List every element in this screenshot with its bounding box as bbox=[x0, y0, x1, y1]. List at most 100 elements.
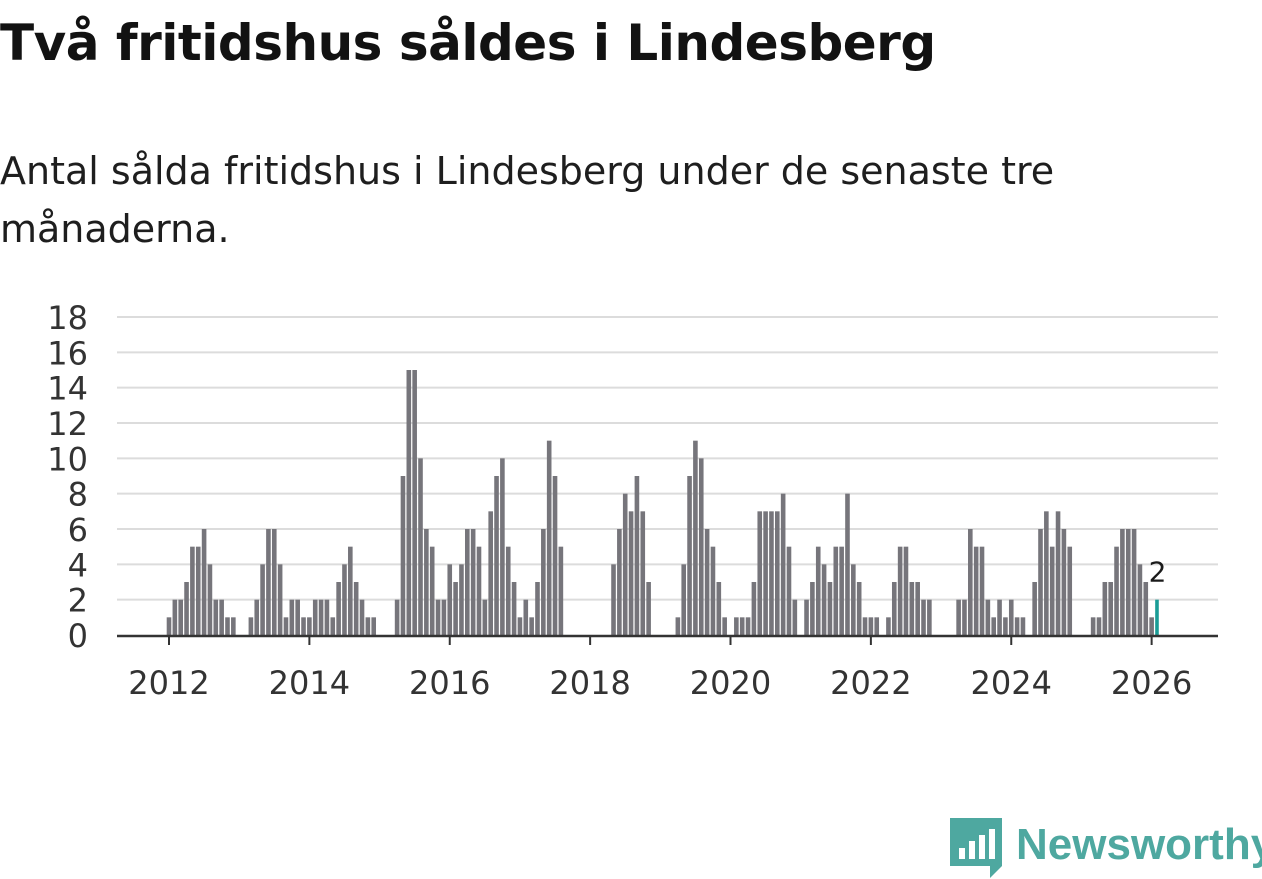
bar bbox=[1003, 617, 1008, 635]
bar bbox=[453, 582, 458, 635]
x-tick-label: 2018 bbox=[549, 664, 630, 702]
bar bbox=[903, 546, 909, 635]
bar bbox=[617, 529, 622, 635]
bar bbox=[734, 617, 739, 635]
bar bbox=[909, 582, 915, 635]
bar bbox=[891, 582, 897, 635]
bar bbox=[862, 617, 868, 635]
bar bbox=[775, 511, 780, 635]
bar bbox=[962, 599, 967, 635]
x-tick-label: 2020 bbox=[690, 664, 771, 702]
bar bbox=[874, 617, 880, 635]
y-tick-label: 14 bbox=[47, 370, 88, 408]
y-tick-label: 4 bbox=[68, 546, 88, 584]
bar bbox=[295, 599, 300, 635]
x-tick-label: 2016 bbox=[409, 664, 490, 702]
bar bbox=[1120, 529, 1125, 635]
bar bbox=[927, 599, 932, 635]
bar bbox=[815, 546, 821, 635]
bar bbox=[231, 617, 236, 635]
bar bbox=[201, 529, 207, 635]
bar bbox=[611, 564, 616, 635]
bar bbox=[195, 546, 201, 635]
y-tick-label: 18 bbox=[47, 299, 88, 337]
bar bbox=[956, 599, 961, 635]
bar bbox=[821, 564, 827, 635]
bar bbox=[1055, 511, 1061, 635]
bar bbox=[810, 582, 815, 635]
bar bbox=[681, 564, 687, 635]
bar bbox=[1067, 546, 1073, 635]
y-tick-label: 0 bbox=[68, 617, 88, 655]
bar bbox=[704, 529, 710, 635]
bar bbox=[1049, 546, 1055, 635]
bar bbox=[991, 617, 997, 635]
bar bbox=[921, 599, 926, 635]
bar bbox=[897, 546, 903, 635]
bar bbox=[476, 546, 482, 635]
bar bbox=[1096, 617, 1102, 635]
bar bbox=[552, 476, 558, 635]
bar bbox=[769, 511, 774, 635]
bar bbox=[745, 617, 751, 635]
x-tick-label: 2026 bbox=[1111, 664, 1192, 702]
bar bbox=[289, 599, 295, 635]
bar bbox=[915, 582, 920, 635]
bar bbox=[640, 511, 646, 635]
bar bbox=[541, 529, 546, 635]
newsworthy-logo[interactable]: Newsworthy bbox=[950, 818, 1262, 878]
bar bbox=[868, 617, 874, 635]
bar bbox=[973, 546, 979, 635]
bar bbox=[985, 599, 991, 635]
bar bbox=[1008, 599, 1014, 635]
bar bbox=[851, 564, 856, 635]
x-tick-label: 2024 bbox=[971, 664, 1052, 702]
bar bbox=[1090, 617, 1096, 635]
bar bbox=[698, 458, 704, 635]
bar bbox=[283, 617, 289, 635]
bar bbox=[839, 546, 844, 635]
bar bbox=[1061, 529, 1067, 635]
bar bbox=[716, 582, 722, 635]
bar bbox=[523, 599, 529, 635]
bar bbox=[412, 370, 417, 635]
bar bbox=[1143, 582, 1149, 635]
bar bbox=[511, 582, 517, 635]
bar bbox=[1044, 511, 1049, 635]
bar bbox=[722, 617, 727, 635]
bar bbox=[535, 582, 540, 635]
bar bbox=[1020, 617, 1026, 635]
bar bbox=[248, 617, 254, 635]
bar bbox=[301, 617, 306, 635]
bar bbox=[260, 564, 265, 635]
bar bbox=[330, 617, 336, 635]
bar bbox=[845, 493, 850, 635]
bar bbox=[1125, 529, 1131, 635]
bar bbox=[558, 546, 564, 635]
bar bbox=[348, 546, 353, 635]
y-tick-label: 8 bbox=[68, 476, 88, 514]
x-tick-label: 2022 bbox=[830, 664, 911, 702]
bar bbox=[628, 511, 634, 635]
bar bbox=[342, 564, 347, 635]
bar bbox=[266, 529, 271, 635]
bar bbox=[1137, 564, 1143, 635]
bar bbox=[359, 599, 365, 635]
bar bbox=[482, 599, 488, 635]
bar bbox=[505, 546, 511, 635]
y-tick-label: 12 bbox=[47, 405, 88, 443]
bar bbox=[353, 582, 359, 635]
bar bbox=[371, 617, 377, 635]
bar bbox=[833, 546, 839, 635]
bar bbox=[459, 564, 464, 635]
bar bbox=[968, 529, 973, 635]
bar bbox=[751, 582, 757, 635]
bar bbox=[646, 582, 651, 635]
newsworthy-logo-icon bbox=[950, 818, 1002, 878]
bar bbox=[1108, 582, 1113, 635]
x-tick-label: 2014 bbox=[269, 664, 350, 702]
bar bbox=[219, 599, 224, 635]
chart-title: Två fritidshus såldes i Lindesberg bbox=[0, 14, 936, 72]
y-tick-label: 10 bbox=[47, 440, 88, 478]
bar bbox=[1038, 529, 1043, 635]
